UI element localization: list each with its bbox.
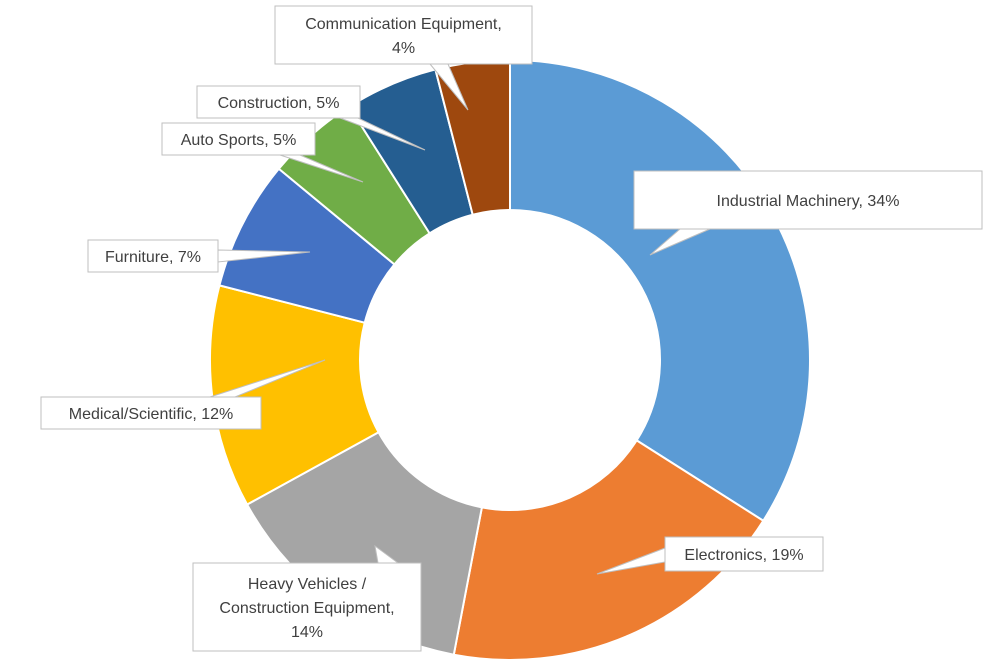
- callout-box: [161, 122, 316, 156]
- callout-box: [274, 5, 533, 65]
- callout-construction: Construction, 5%: [196, 85, 426, 151]
- callout-box: [87, 239, 219, 273]
- data-label-heavy-vehicles-construction-equipment-line-0: Heavy Vehicles /: [248, 576, 367, 593]
- data-label-construction-line-0: Construction, 5%: [218, 95, 340, 112]
- callout-box: [633, 170, 983, 230]
- callout-box: [192, 562, 422, 652]
- callout-box: [196, 85, 361, 119]
- callout-heavy-vehicles-construction-equipment: Heavy Vehicles / Construction Equipment, 1…: [192, 544, 422, 652]
- data-label-electronics-line-0: Electronics, 19%: [684, 547, 803, 564]
- data-label-communication-equipment-line-1: 4%: [392, 40, 415, 57]
- data-label-furniture-line-0: Furniture, 7%: [105, 249, 201, 266]
- callout-furniture: Furniture, 7%: [87, 239, 311, 273]
- callout-box: [664, 536, 824, 572]
- callout-communication-equipment: Communication Equipment, 4%: [274, 5, 533, 111]
- data-label-communication-equipment-line-0: Communication Equipment,: [305, 16, 502, 33]
- data-label-heavy-vehicles-construction-equipment-line-2: 14%: [291, 624, 323, 641]
- callout-electronics: Electronics, 19%: [596, 536, 824, 575]
- callout-box: [40, 396, 262, 430]
- slice-industrial-machinery: [509, 58, 811, 523]
- data-label-medical-scientific-line-0: Medical/Scientific, 12%: [69, 406, 234, 423]
- callout-medical-scientific: Medical/Scientific, 12%: [40, 359, 326, 430]
- data-label-heavy-vehicles-construction-equipment-line-1: Construction Equipment,: [219, 600, 394, 617]
- slice-electronics: [452, 438, 765, 661]
- data-label-auto-sports-line-0: Auto Sports, 5%: [181, 132, 297, 149]
- callout-industrial-machinery: Industrial Machinery, 34%: [633, 170, 983, 256]
- callout-auto-sports: Auto Sports, 5%: [161, 122, 364, 183]
- data-label-callouts: Industrial Machinery, 34% Electronics, 19…: [40, 5, 983, 652]
- data-label-industrial-machinery-line-0: Industrial Machinery, 34%: [717, 193, 900, 210]
